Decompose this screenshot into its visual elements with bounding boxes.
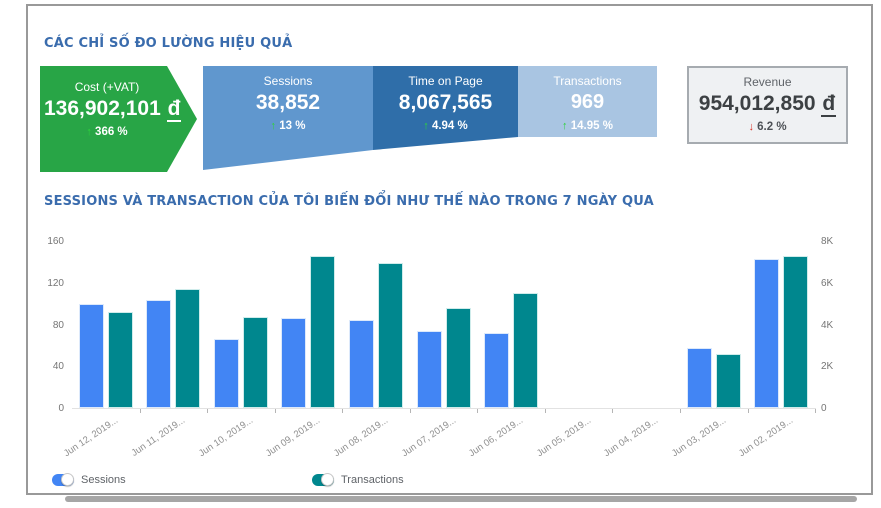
x-axis-tick [409,409,411,413]
y-axis-tick-label: 120 [47,277,64,289]
time-on-page-delta-value: 4.94 % [431,120,468,132]
kpi-funnel [40,66,657,172]
x-axis-line [72,408,816,409]
bar-transactions-9[interactable] [715,353,741,408]
sessions-delta-value: 13 % [279,120,306,132]
transactions-funnel-shape[interactable] [518,66,657,137]
up-arrow-icon: ↑ [423,120,429,132]
revenue-delta-value: 6.2 % [757,121,787,133]
horizontal-scrollbar-thumb[interactable] [65,496,857,502]
transactions-label: Transactions [553,74,622,88]
toggle-knob [61,473,74,486]
bar-sessions-9[interactable] [686,347,712,408]
time-on-page-funnel-shape[interactable] [373,66,518,150]
revenue-value: 954,012,850 đ [689,90,846,117]
bar-transactions-0[interactable] [107,312,133,408]
cost-amount: 136,902,101 [44,97,161,120]
cost-delta: ↑ 366 % [44,124,170,141]
toggle-knob [321,473,334,486]
y-axis-tick-label: 160 [47,236,64,247]
legend-label-transactions: Transactions [341,474,404,486]
time-on-page-value: 8,067,565 [398,91,493,114]
dong-currency-symbol: đ [166,97,182,122]
sessions-funnel-shape[interactable] [203,66,373,170]
bar-sessions-6[interactable] [484,332,509,408]
cost-value: 136,902,101 đ [44,95,182,122]
bar-sessions-4[interactable] [349,320,374,408]
x-axis-tick [342,409,344,413]
chart-section-title: SESSIONS VÀ TRANSACTION CỦA TÔI BIẾN ĐỔI… [44,194,654,209]
sessions-toggle[interactable] [52,473,74,486]
x-axis-tick [544,409,546,413]
time-on-page-label: Time on Page [408,74,483,88]
time-on-page-scorecard[interactable]: Time on Page 8,067,565 ↑ 4.94 % [373,74,518,135]
up-arrow-icon: ↑ [270,120,277,132]
x-axis-tick [274,409,276,413]
transactions-scorecard[interactable]: Transactions 969 ↑ 14.95 % [518,74,657,135]
bar-sessions-1[interactable] [146,299,172,408]
bar-transactions-1[interactable] [175,289,201,408]
bar-transactions-5[interactable] [445,307,471,408]
legend-label-sessions: Sessions [81,474,126,486]
x-axis-tick [612,409,614,413]
sessions-delta: ↑ 13 % [203,118,373,135]
bar-sessions-0[interactable] [78,303,104,408]
x-axis-tick [747,409,749,413]
revenue-label: Revenue [743,75,792,89]
bar-transactions-10[interactable] [783,255,809,408]
bar-sessions-2[interactable] [213,339,239,408]
x-axis-tick [477,409,479,413]
x-axis-tick [679,409,681,413]
transactions-value: 969 [570,91,605,113]
y-axis-tick-label: 0 [58,403,64,414]
bar-transactions-3[interactable] [310,255,336,408]
plot-area [72,241,815,408]
y-axis-tick-label: 0 [821,403,827,414]
x-axis-tick [815,409,816,413]
transactions-toggle[interactable] [312,473,334,486]
chart-legend: Sessions Transactions [52,472,652,492]
cost-scorecard[interactable]: Cost (+VAT) 136,902,101 đ ↑ 366 % [44,80,182,141]
transactions-delta: ↑ 14.95 % [518,118,657,135]
y-axis-tick-label: 80 [52,319,64,331]
y-axis-tick-label: 6K [821,277,834,289]
revenue-amount: 954,012,850 [698,92,816,115]
dong-currency-symbol: đ [821,92,837,117]
bar-transactions-4[interactable] [378,262,403,408]
cost-delta-value: 366 % [95,126,128,138]
sessions-value: 38,852 [255,91,321,114]
x-axis-tick [139,409,141,413]
y-axis-tick-label: 40 [52,361,64,373]
down-arrow-icon: ↓ [748,121,754,133]
cost-arrow-shape[interactable] [40,66,197,172]
sessions-label: Sessions [263,74,313,88]
kpi-section-title: CÁC CHỈ SỐ ĐO LƯỜNG HIỆU QUẢ [44,36,293,51]
time-on-page-delta: ↑ 4.94 % [373,118,518,135]
legend-item-sessions[interactable]: Sessions [52,472,126,488]
y-axis-tick-label: 2K [821,361,834,373]
x-axis-tick [207,409,209,413]
up-arrow-icon: ↑ [562,120,568,132]
revenue-scorecard[interactable]: Revenue 954,012,850 đ ↓ 6.2 % [687,66,848,144]
transactions-delta-value: 14.95 % [570,120,613,132]
bar-sessions-10[interactable] [754,258,780,408]
y-axis-tick-label: 8K [821,236,834,247]
x-axis-labels: Jun 12, 2019... Jun 11, 2019... Jun 10, 20… [62,413,832,468]
sessions-scorecard[interactable]: Sessions 38,852 ↑ 13 % [203,74,373,135]
y-axis-tick-label: 4K [821,319,834,331]
bar-transactions-6[interactable] [513,293,538,408]
bar-sessions-5[interactable] [416,330,442,408]
up-arrow-icon: ↑ [86,126,92,138]
bar-transactions-2[interactable] [242,317,268,408]
revenue-delta: ↓ 6.2 % [689,119,846,136]
legend-item-transactions[interactable]: Transactions [312,472,404,488]
bar-sessions-3[interactable] [281,318,307,408]
cost-label: Cost (+VAT) [74,80,140,94]
